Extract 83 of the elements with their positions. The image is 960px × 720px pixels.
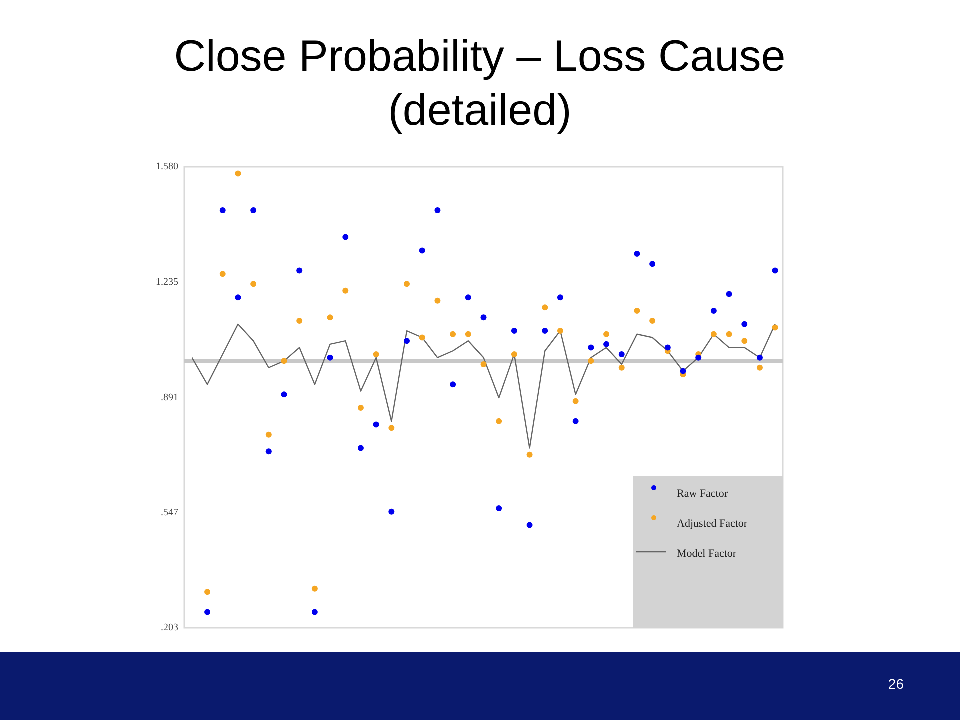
y-tick-label: .547: [161, 507, 178, 518]
point: [419, 334, 426, 341]
point: [726, 331, 732, 338]
point: [756, 364, 763, 371]
point: [634, 251, 640, 258]
point: [465, 294, 472, 301]
y-tick-label: .891: [161, 392, 178, 404]
point: [450, 331, 456, 338]
point: [604, 341, 610, 348]
point: [496, 505, 502, 512]
point: [388, 425, 395, 432]
point: [450, 382, 456, 388]
point: [373, 422, 380, 428]
point: [542, 328, 548, 334]
point: [388, 508, 395, 515]
point: [511, 328, 518, 334]
point: [726, 291, 732, 298]
point: [618, 364, 625, 371]
legend-label: Adjusted Factor: [677, 518, 748, 530]
point: [511, 351, 518, 358]
point: [650, 261, 656, 268]
point: [604, 331, 610, 338]
point: [696, 354, 702, 361]
point: [634, 308, 640, 314]
point: [557, 294, 564, 301]
point: [742, 338, 748, 344]
point: [588, 358, 594, 364]
point: [664, 344, 671, 351]
point: [572, 418, 579, 424]
point: [358, 445, 364, 452]
legend-label: Model Factor: [677, 548, 737, 560]
text: 26: [888, 676, 904, 692]
point: [281, 392, 288, 398]
point: [756, 354, 763, 361]
point: [342, 288, 349, 294]
point: [296, 268, 303, 274]
point: [618, 351, 625, 358]
point: [710, 331, 717, 338]
point: [680, 368, 686, 374]
point: [373, 351, 380, 358]
point: [710, 308, 717, 314]
point: [358, 405, 364, 412]
point: [742, 321, 748, 328]
point: [480, 314, 487, 321]
point: [312, 586, 318, 592]
point: [220, 271, 226, 278]
point: [327, 314, 334, 321]
legend-label: Raw Factor: [677, 488, 728, 500]
point: [526, 522, 533, 528]
point: [526, 452, 533, 458]
point: [296, 318, 303, 324]
point: [588, 344, 594, 351]
chart-title: Close Probability – Loss Cause (detailed): [173, 31, 787, 137]
point: [404, 338, 410, 344]
point: [250, 208, 257, 214]
point: [266, 432, 272, 438]
point: [557, 328, 564, 334]
point: [342, 234, 349, 240]
point: [434, 208, 441, 214]
point: [542, 304, 548, 311]
point: [772, 268, 778, 274]
point: [650, 318, 656, 324]
y-tick-label: .203: [161, 622, 178, 634]
point: [572, 398, 579, 404]
point: [419, 248, 426, 254]
point: [266, 448, 272, 455]
point: [281, 358, 288, 364]
point: [465, 331, 472, 338]
point: [496, 418, 502, 424]
point: [404, 281, 410, 288]
point: [204, 589, 211, 596]
point: [204, 609, 211, 616]
point: [250, 281, 257, 288]
y-tick-label: 1.235: [156, 277, 178, 288]
point: [220, 208, 226, 214]
y-tick-label: 1.580: [156, 162, 178, 173]
point: [312, 609, 318, 616]
point: [480, 362, 487, 368]
point: [235, 170, 242, 177]
point: [772, 324, 778, 331]
point: [235, 294, 242, 301]
point: [434, 298, 441, 304]
point: [327, 354, 334, 361]
